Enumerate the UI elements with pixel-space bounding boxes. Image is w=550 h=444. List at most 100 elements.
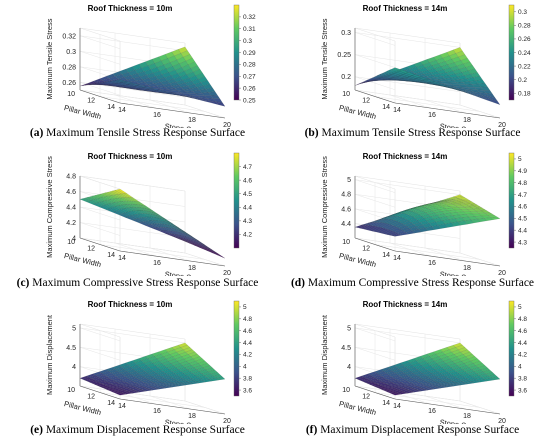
panel-caption: (c) Maximum Compressive Stress Response … [0,277,275,289]
surface-cell [215,376,226,381]
caption-text: Maximum Compressive Stress Response Surf… [29,277,259,289]
gridline [79,89,186,106]
x-tick-label: 14 [393,107,401,114]
gridline [374,96,481,112]
x-tick-label: 18 [188,117,196,124]
x-tick-label: 16 [428,112,436,119]
z-tick-label: 4 [347,364,351,371]
colorbar [508,4,515,101]
panel-caption: (e) Maximum Displacement Response Surfac… [0,424,275,436]
x-axis-label: Stope Span [439,122,479,128]
colorbar-tick-label: 0.28 [518,23,531,30]
colorbar-tick-label: 4.5 [243,191,252,198]
y-tick-label: 14 [382,104,390,111]
gridline [374,392,481,408]
y-tick-label: 10 [342,387,350,394]
caption-tag: (e) [30,424,43,436]
colorbar-tick-label: 3.8 [243,375,252,382]
z-axis-label: Maximum Tensile Stress [45,18,54,99]
chart-panel-4: 14 16 18 20 10 12 14 4.4 4.6 4.8 5 Stope Span Pillar… [320,152,527,276]
surface-cell [198,76,208,83]
y-axis-label: Pillar Width [63,399,102,417]
gridline [99,96,206,112]
x-tick-label: 14 [118,107,126,114]
surface-cell [203,365,213,370]
gridline [79,327,186,344]
z-tick-label: 4.4 [341,221,351,228]
response-surface [354,47,501,105]
colorbar-tick-label: 0.31 [243,26,256,33]
x-tick-label: 18 [463,117,471,124]
y-tick-label: 14 [107,104,115,111]
x-axis-line [394,250,501,267]
gridline [79,82,186,98]
colorbar-tick-label: 0.25 [243,97,256,104]
surface-cell [455,195,466,199]
gridline [354,179,396,193]
x-axis-line [394,102,501,119]
chart-panel-3: 14 16 18 20 10 12 14 4 4.2 4.4 4.6 4.8 Stope Span Pil… [45,152,252,276]
chart-title: Roof Thickness = 10m [88,300,173,309]
x-axis-label: Stope Span [164,418,204,424]
x-tick-label: 16 [428,408,436,415]
x-tick-label: 20 [223,418,231,424]
surface-cell [468,202,478,206]
y-tick-label: 12 [362,98,370,105]
chart-title: Roof Thickness = 14m [363,300,448,309]
surface-cell [473,360,483,366]
y-tick-label: 12 [362,246,370,253]
surface-cell [213,98,223,103]
response-surface [354,342,501,396]
response-surface [79,188,226,259]
surface-cell [198,360,208,366]
z-axis-label: Maximum Displacement [45,314,54,395]
gridline [354,32,461,48]
colorbar-tick-label: 0.22 [518,63,531,70]
gridline [79,327,121,342]
colorbar-tick-label: 4.4 [518,227,527,234]
z-tick-label: 4.8 [66,174,76,181]
response-surface [79,342,226,396]
gridline [354,347,396,361]
gridline [79,175,121,190]
surface-cell [215,101,226,107]
colorbar-tick-label: 0.24 [518,50,531,57]
colorbar-tick-label: 0.2 [518,77,527,84]
gridline [354,32,396,46]
surface-cell [460,198,471,201]
gridline [99,244,206,260]
colorbar-tick-label: 4.7 [518,192,527,199]
surface-cell [490,99,501,105]
gridline [79,206,121,221]
surface-cell [463,61,473,68]
z-tick-label: 0.3 [341,30,351,37]
y-axis-label: Pillar Width [338,399,377,417]
x-axis-label: Stope Span [164,270,204,276]
z-tick-label: 5 [347,325,351,332]
z-axis-label: Maximum Tensile Stress [320,18,329,99]
y-tick-label: 12 [87,246,95,253]
caption-tag: (b) [304,127,319,139]
caption-tag: (a) [29,127,44,139]
surface-cell [488,215,498,218]
colorbar-tick-label: 4.6 [518,204,527,211]
colorbar-tick-label: 4.5 [518,216,527,223]
colorbar-tick-label: 0.3 [518,9,527,16]
z-tick-label: 5 [72,325,76,332]
surface-cell [490,376,501,381]
z-tick-label: 4.6 [341,206,351,213]
colorbar-tick-label: 4.3 [243,218,252,225]
surface-cell [488,96,498,102]
x-tick-label: 18 [188,265,196,272]
colorbar-tick-label: 4 [518,364,522,371]
y-axis-label: Pillar Width [338,103,377,121]
surface-cell [480,367,491,373]
gridline [354,193,396,208]
chart-panel-6: 14 16 18 20 10 12 14 4 4.5 5 Stope Span Pillar Widt… [320,300,527,424]
x-tick-label: 16 [428,260,436,267]
z-tick-label: 4.6 [66,189,76,196]
x-tick-label: 18 [463,413,471,420]
x-axis-label: Stope Span [439,418,479,424]
caption-text: Maximum Displacement Response Surface [42,424,245,436]
x-tick-label: 16 [153,408,161,415]
